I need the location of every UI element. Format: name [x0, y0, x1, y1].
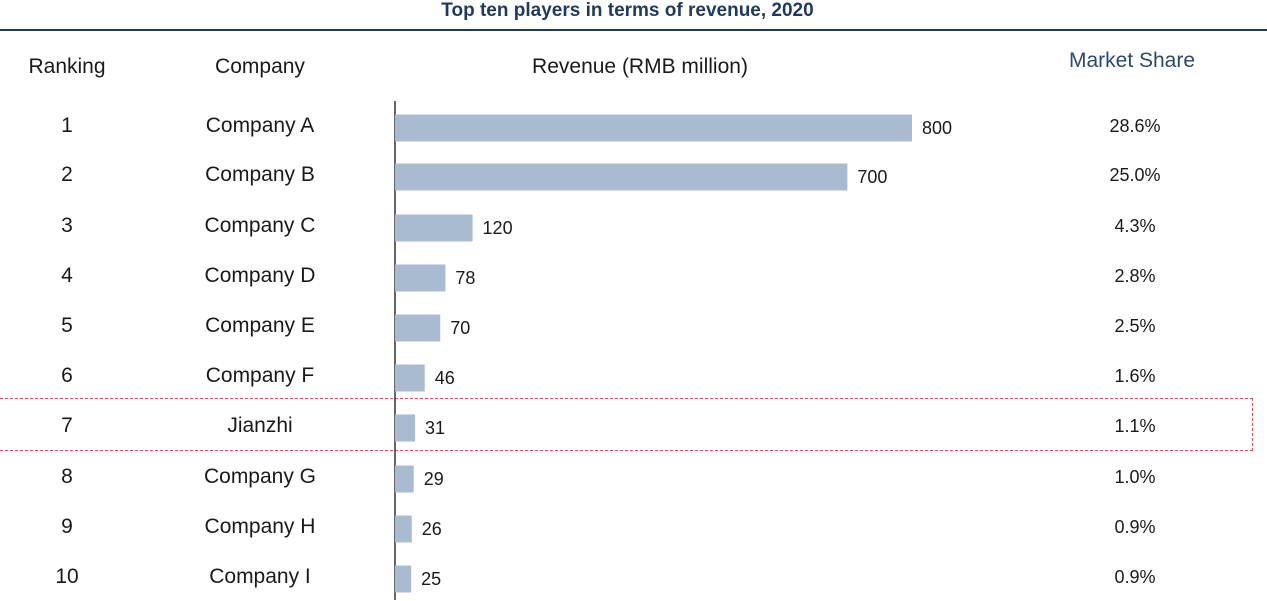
rank-cell: 8 — [61, 465, 73, 488]
market-share-cell: 1.6% — [1114, 366, 1156, 386]
rank-cell: 1 — [61, 114, 73, 137]
table-row: 6 Company F 1.6% — [0, 361, 1267, 391]
bar-value-label: 31 — [425, 418, 445, 438]
company-cell: Company F — [205, 364, 315, 387]
company-cell: Company G — [203, 465, 317, 488]
bar-company-i — [395, 565, 412, 593]
bar-value-label: 800 — [922, 118, 952, 138]
bar-value-label: 46 — [435, 368, 455, 388]
table-row: 1 Company A 28.6% — [0, 111, 1267, 141]
rank-cell: 4 — [61, 264, 73, 287]
market-share-cell: 0.9% — [1114, 517, 1156, 537]
market-share-cell: 1.1% — [1114, 416, 1156, 436]
rank-cell: 5 — [61, 314, 73, 337]
title-rule — [0, 29, 1267, 31]
bar-jianzhi — [395, 414, 416, 442]
company-cell: Company B — [205, 163, 315, 186]
chart-title: Top ten players in terms of revenue, 202… — [441, 0, 814, 21]
rank-cell: 10 — [55, 565, 79, 588]
market-share-cell: 28.6% — [1109, 116, 1161, 136]
market-share-cell: 4.3% — [1114, 216, 1156, 236]
table-row: 8 Company G 1.0% — [0, 462, 1267, 492]
rank-cell: 6 — [61, 364, 73, 387]
bar-value-label: 120 — [483, 218, 513, 238]
bar-value-label: 70 — [450, 318, 470, 338]
table-row: 10 Company I 0.9% — [0, 562, 1267, 592]
header-company: Company — [215, 55, 305, 78]
company-cell: Company C — [204, 214, 316, 237]
rank-cell: 3 — [61, 214, 73, 237]
bar-company-a — [395, 114, 912, 142]
bar-value-label: 700 — [857, 167, 887, 187]
rank-cell: 9 — [61, 515, 73, 538]
company-cell: Company A — [205, 114, 315, 137]
market-share-cell: 25.0% — [1109, 165, 1161, 185]
table-row: 2 Company B 25.0% — [0, 160, 1267, 190]
bar-value-label: 26 — [422, 519, 442, 539]
table-row: 9 Company H 0.9% — [0, 512, 1267, 542]
table-row: 7 Jianzhi 1.1% — [0, 411, 1267, 441]
company-cell: Company E — [205, 314, 315, 337]
header-ranking: Ranking — [28, 55, 106, 78]
bar-company-h — [395, 515, 412, 543]
market-share-cell: 0.9% — [1114, 567, 1156, 587]
highlight-box-jianzhi — [0, 398, 1253, 451]
bar-company-c — [395, 214, 473, 242]
header-revenue: Revenue (RMB million) — [532, 55, 748, 78]
bar-value-label: 25 — [421, 569, 441, 589]
bar-company-e — [395, 314, 441, 342]
bar-company-d — [395, 264, 446, 292]
market-share-cell: 2.5% — [1114, 316, 1156, 336]
bar-value-label: 78 — [455, 268, 475, 288]
market-share-cell: 2.8% — [1114, 266, 1156, 286]
company-cell: Jianzhi — [227, 414, 293, 437]
table-row: 5 Company E 2.5% — [0, 311, 1267, 341]
company-cell: Company H — [204, 515, 316, 538]
market-share-cell: 1.0% — [1114, 467, 1156, 487]
bar-value-label: 29 — [424, 469, 444, 489]
table-row: 3 Company C 4.3% — [0, 211, 1267, 241]
bar-company-g — [395, 465, 414, 493]
rank-cell: 2 — [61, 163, 73, 186]
rank-cell: 7 — [61, 414, 73, 437]
bar-company-f — [395, 364, 425, 392]
table-row: 4 Company D 2.8% — [0, 261, 1267, 291]
company-cell: Company I — [209, 565, 311, 588]
header-market-share: Market Share — [1068, 49, 1196, 72]
bar-company-b — [395, 163, 848, 191]
company-cell: Company D — [204, 264, 316, 287]
